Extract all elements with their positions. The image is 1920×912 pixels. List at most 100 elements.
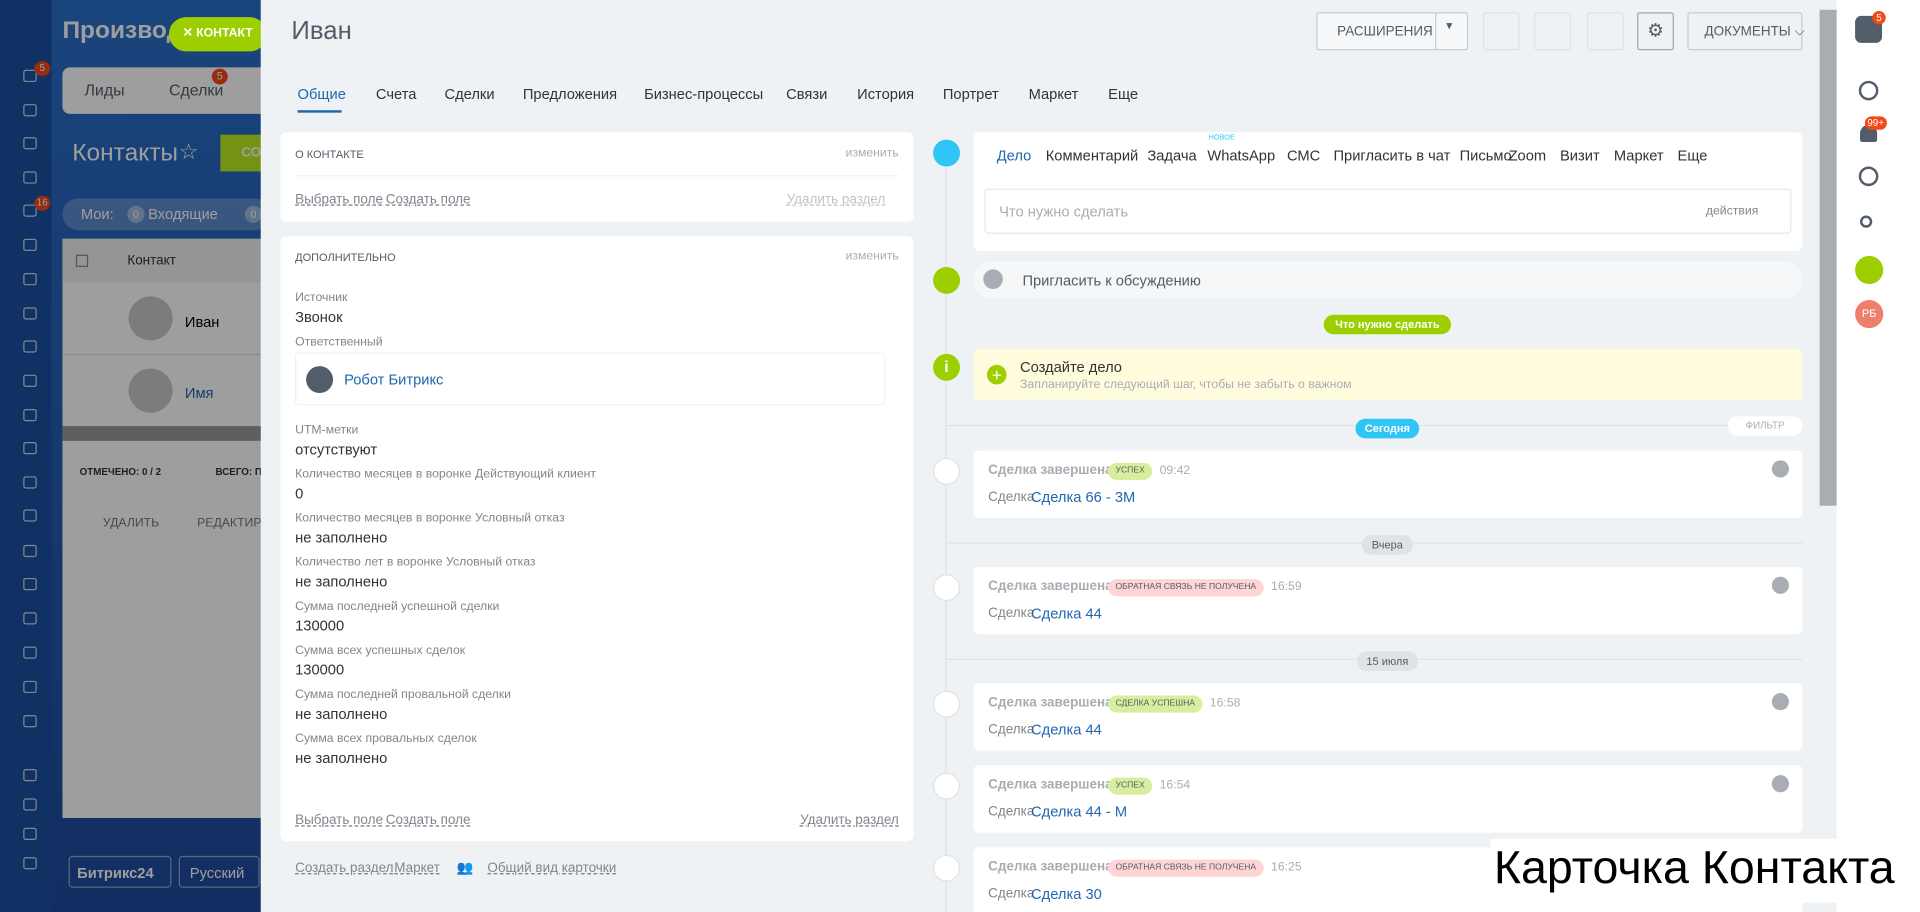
edit-link[interactable]: изменить	[845, 249, 899, 264]
actions-menu[interactable]: действия	[1705, 204, 1759, 218]
tab[interactable]: Сделки	[168, 80, 224, 100]
create-field[interactable]: Создать поле	[385, 813, 471, 828]
sidebar-icon[interactable]	[23, 442, 37, 455]
sidebar-icon[interactable]	[23, 273, 37, 286]
card-tab[interactable]: История	[857, 85, 915, 103]
delete-section[interactable]: Удалить раздел	[786, 192, 886, 207]
item-link[interactable]: Сделка 44 - М	[1031, 803, 1128, 821]
sidebar-icon[interactable]	[23, 204, 37, 217]
select-field[interactable]: Выбрать поле	[295, 813, 383, 828]
app-icon[interactable]	[1855, 255, 1884, 285]
contact-chip[interactable]: ✕ КОНТАКТ	[168, 17, 267, 52]
sidebar-icon[interactable]	[23, 476, 37, 489]
sidebar-icon[interactable]	[23, 798, 37, 811]
item-link[interactable]: Сделка 44	[1031, 604, 1102, 623]
filter-button[interactable]: ФИЛЬТР	[1727, 416, 1803, 436]
timeline-tab[interactable]: Еще	[1677, 146, 1708, 165]
row-divider	[62, 353, 271, 356]
search-icon[interactable]	[1860, 215, 1873, 228]
sidebar-icon[interactable]	[23, 715, 37, 728]
chat-button[interactable]	[1586, 12, 1624, 51]
input-box[interactable]: Что нужно сделать действия	[984, 188, 1792, 234]
tab[interactable]: Лиды	[84, 80, 125, 100]
sidebar-icon[interactable]	[23, 69, 37, 83]
timeline-tab[interactable]: Zoom	[1508, 146, 1547, 165]
invite-row[interactable]: Пригласить к обсуждению	[973, 260, 1803, 299]
card-tab[interactable]: Еще	[1108, 85, 1139, 103]
card-tab[interactable]: Общие	[297, 85, 346, 103]
sidebar-icon[interactable]	[23, 104, 37, 117]
edit-action[interactable]: РЕДАКТИРО	[197, 516, 271, 531]
timeline-tab[interactable]: Комментарий	[1045, 146, 1139, 165]
caret[interactable]: ▾	[1446, 19, 1453, 34]
brand-button[interactable]: Битрикс24	[68, 855, 172, 888]
documents-button[interactable]: ДОКУМЕНТЫ ⌵	[1687, 12, 1805, 51]
add-icon[interactable]: +	[986, 364, 1007, 385]
item-link[interactable]: Сделка 30	[1031, 885, 1102, 903]
sidebar-icon[interactable]	[23, 238, 37, 252]
timeline-tab[interactable]: WhatsApp	[1207, 146, 1276, 165]
column-header[interactable]: Контакт	[127, 253, 176, 269]
card-tab[interactable]: Портрет	[942, 85, 999, 103]
sidebar-icon[interactable]	[23, 408, 37, 422]
card-title: Иван	[291, 17, 352, 46]
select-field[interactable]: Выбрать поле	[295, 192, 383, 207]
delete-section[interactable]: Удалить раздел	[800, 813, 899, 828]
item-link[interactable]: Сделка 66 - 3М	[1031, 488, 1136, 506]
card-tab[interactable]: Бизнес-процессы	[644, 85, 764, 103]
filter-incoming[interactable]: Входящие	[148, 205, 218, 223]
sidebar-icon[interactable]	[23, 307, 37, 320]
checkbox[interactable]	[75, 254, 89, 267]
sidebar-icon[interactable]	[23, 612, 37, 625]
timeline-tab[interactable]: Дело	[996, 146, 1032, 165]
timeline-tab[interactable]: Маркет	[1613, 146, 1664, 165]
create-field[interactable]: Создать поле	[385, 192, 471, 207]
sidebar-icon[interactable]	[23, 680, 37, 694]
footer-link[interactable]: Общий вид карточки	[487, 860, 617, 876]
section-heading: О КОНТАКТЕ	[295, 148, 364, 161]
sidebar-icon[interactable]	[23, 857, 37, 870]
sidebar-icon[interactable]	[23, 509, 37, 522]
sidebar-icon[interactable]	[23, 827, 37, 841]
card-tab[interactable]: Счета	[375, 85, 417, 103]
avatar	[128, 368, 173, 413]
item-link[interactable]: Сделка 44	[1031, 721, 1102, 739]
avatar[interactable]: РБ	[1855, 300, 1884, 329]
todo-box: + Создайте дело Запланируйте следующий ш…	[973, 348, 1803, 401]
field-label: Источник	[295, 291, 348, 305]
star[interactable]: ☆	[178, 139, 199, 165]
card-tab[interactable]: Маркет	[1028, 85, 1079, 103]
card-tab[interactable]: Связи	[786, 85, 828, 103]
delete-action[interactable]: УДАЛИТЬ	[102, 516, 160, 531]
card-tab[interactable]: Предложения	[522, 85, 618, 103]
sidebar-icon[interactable]	[23, 577, 37, 591]
footer-link[interactable]: Маркет	[394, 860, 440, 876]
sidebar-icon[interactable]	[23, 374, 37, 387]
row-link[interactable]: Имя	[184, 384, 214, 402]
timeline-tab[interactable]: Пригласить в чат	[1333, 146, 1451, 165]
sidebar-icon[interactable]	[23, 340, 37, 353]
call-button[interactable]	[1482, 12, 1520, 51]
sidebar-icon[interactable]	[23, 137, 37, 150]
language-button[interactable]: Русский	[178, 855, 260, 888]
sidebar-icon[interactable]	[23, 646, 37, 659]
footer-link[interactable]: Создать раздел	[295, 860, 394, 876]
edit-link[interactable]: изменить	[845, 146, 899, 161]
timeline-tab[interactable]: Визит	[1560, 146, 1600, 165]
timeline-tab[interactable]: Письмо	[1459, 146, 1512, 165]
sidebar-icon[interactable]	[23, 171, 37, 184]
timeline-tab[interactable]: СМС	[1286, 146, 1321, 165]
icon[interactable]	[1858, 80, 1879, 101]
row-link[interactable]: Иван	[184, 313, 220, 331]
sidebar-icon[interactable]	[23, 768, 37, 782]
background-page: 5 16 Производ Лиды Сделки 5 Контакты ☆ СО…	[0, 0, 271, 912]
timeline-tab[interactable]: Задача	[1147, 146, 1197, 165]
mail-button[interactable]	[1534, 12, 1572, 51]
settings-button[interactable]: ⚙	[1637, 12, 1674, 51]
total-count: ВСЕГО: П	[215, 466, 262, 478]
sidebar-icon[interactable]	[23, 544, 37, 558]
icon[interactable]	[1858, 166, 1879, 187]
card-tab[interactable]: Сделки	[444, 85, 495, 103]
extensions-button[interactable]: РАСШИРЕНИЯ ▾	[1316, 12, 1469, 51]
user-link[interactable]: Робот Битрикс	[344, 371, 444, 389]
